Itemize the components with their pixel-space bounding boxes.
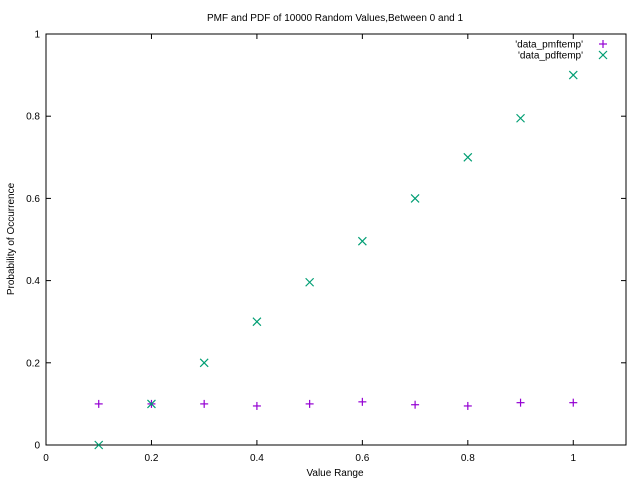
x-tick-label: 0.2 (145, 453, 159, 464)
axis-ticks (45, 33, 626, 446)
pmf-point (411, 400, 420, 409)
pdf-point (410, 193, 420, 203)
pmf-point (516, 398, 525, 407)
pdf-point (199, 358, 209, 368)
y-tick-label: 0.4 (26, 276, 40, 287)
pdf-point (94, 440, 104, 450)
pmf-point (200, 399, 209, 408)
chart-title: PMF and PDF of 10000 Random Values,Betwe… (207, 13, 464, 24)
pdf-point (357, 236, 367, 246)
pmf-point (252, 401, 261, 410)
legend-entry-pmf-marker (599, 40, 607, 48)
legend-entry-pdf-marker (598, 50, 608, 60)
pdf-point (147, 399, 156, 409)
axis-tick-labels: 0 0.2 0.4 0.6 0.8 1 0 0.2 0.4 0.6 0.8 1 (26, 30, 576, 465)
y-tick-label: 0.6 (26, 194, 40, 205)
x-tick-label: 0 (43, 453, 49, 464)
y-tick-label: 1 (34, 30, 40, 41)
pmf-point (358, 397, 367, 406)
pmf-point (463, 401, 472, 410)
legend-entry-pmf-label: 'data_pmftemp' (515, 40, 583, 51)
y-tick-label: 0.8 (26, 112, 40, 123)
pdf-point (305, 277, 315, 287)
x-tick-label: 1 (570, 453, 576, 464)
y-axis-title: Probability of Occurrence (6, 182, 17, 295)
y-tick-label: 0.2 (26, 358, 40, 369)
pmf-point (569, 398, 578, 407)
pdf-point (516, 113, 525, 123)
x-tick-label: 0.6 (355, 453, 369, 464)
pdf-point (252, 317, 262, 327)
plot-frame (45, 33, 627, 446)
x-tick-label: 0.8 (461, 453, 475, 464)
x-tick-label: 0.4 (250, 453, 264, 464)
data-points (94, 70, 578, 450)
pdf-point (463, 152, 473, 162)
pmf-point (94, 399, 103, 408)
pmf-point (305, 399, 314, 408)
x-axis-title: Value Range (306, 468, 364, 479)
legend-entry-pdf-label: 'data_pdftemp' (518, 51, 583, 62)
pdf-point (568, 70, 578, 80)
legend: 'data_pmftemp''data_pdftemp' (515, 40, 608, 62)
y-tick-label: 0 (34, 441, 40, 452)
